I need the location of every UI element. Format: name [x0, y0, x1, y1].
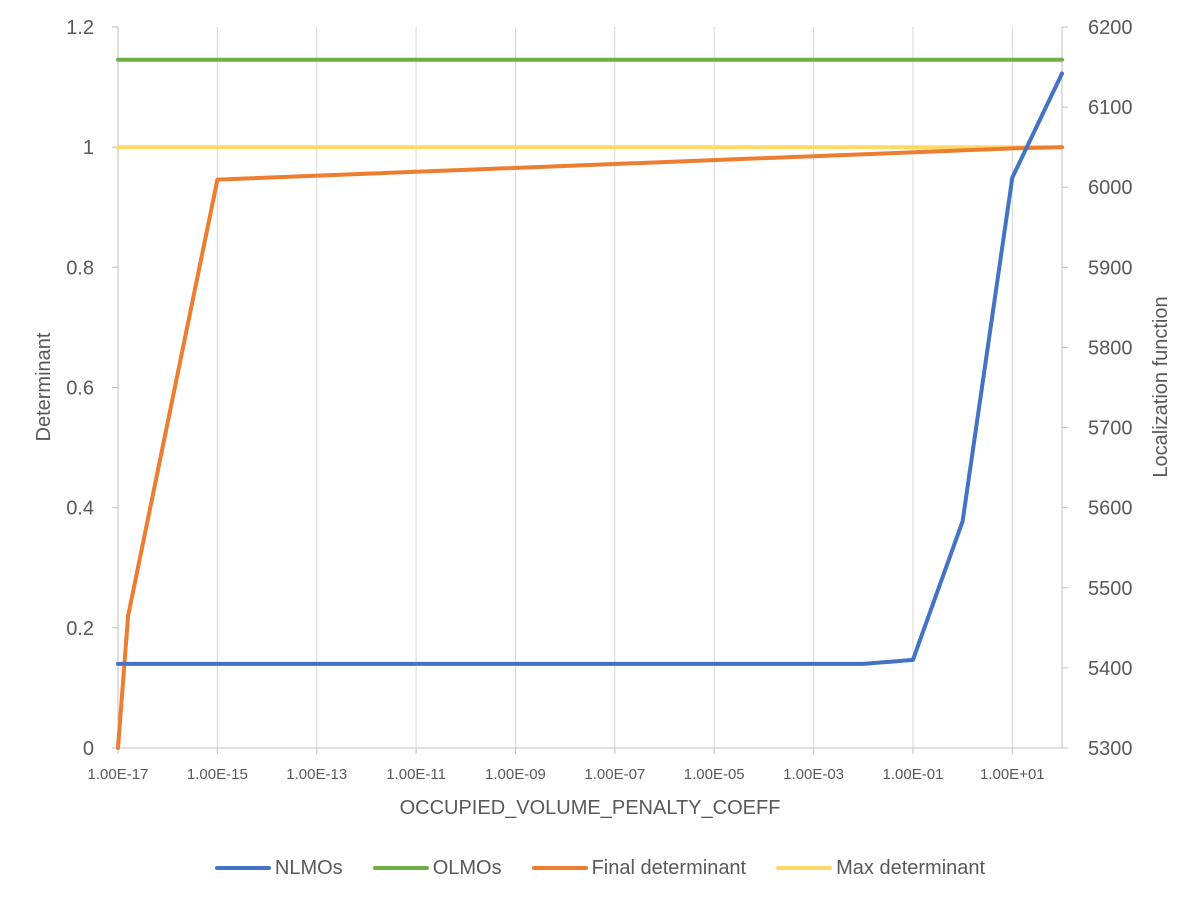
- legend-item-max-determinant: Max determinant: [776, 857, 985, 880]
- legend-label-max-determinant: Max determinant: [836, 856, 986, 879]
- legend: NLMOs OLMOs Final determinant Max determina…: [0, 852, 1200, 884]
- x-tick-label-8: 1.00E-01: [883, 766, 944, 783]
- x-axis-ticks: 1.00E-17 1.00E-15 1.00E-13 1.00E-11 1.00E-09…: [88, 748, 1045, 783]
- right-tick-label-4: 5700: [1088, 418, 1133, 440]
- left-tick-label-2: 0.4: [66, 498, 94, 520]
- x-tick-label-5: 1.00E-07: [584, 766, 645, 783]
- chart: 0 0.2 0.4 0.6 0.8 1 1.2 5300 5400 5500 5600 5700 58…: [33, 17, 1172, 819]
- left-tick-label-6: 1.2: [66, 17, 94, 39]
- left-tick-label-4: 0.8: [66, 257, 94, 279]
- x-tick-label-4: 1.00E-09: [485, 766, 546, 783]
- legend-swatch-nlmos: [214, 866, 271, 870]
- left-axis-label: Determinant: [33, 332, 55, 441]
- right-axis-label: Localization function: [1150, 296, 1172, 477]
- legend-item-nlmos: NLMOs: [214, 856, 343, 880]
- right-tick-label-8: 6100: [1088, 97, 1133, 119]
- right-tick-label-9: 6200: [1088, 17, 1133, 39]
- left-tick-label-0: 0: [83, 738, 94, 760]
- right-tick-label-7: 6000: [1088, 177, 1133, 199]
- x-tick-label-6: 1.00E-05: [684, 766, 745, 783]
- series-lines: [116, 57, 1064, 750]
- left-tick-label-3: 0.6: [66, 378, 94, 400]
- legend-label-olmos: OLMOs: [432, 856, 502, 879]
- x-axis-label: OCCUPIED_VOLUME_PENALTY_COEFF: [400, 797, 781, 819]
- right-tick-label-3: 5600: [1088, 498, 1133, 520]
- legend-label-nlmos: NLMOs: [274, 856, 343, 879]
- right-tick-label-2: 5500: [1088, 578, 1133, 600]
- legend-swatch-max-determinant: [776, 866, 833, 870]
- legend-swatch-final-determinant: [531, 866, 588, 870]
- x-tick-label-3: 1.00E-11: [386, 766, 446, 783]
- right-tick-label-1: 5400: [1088, 658, 1133, 680]
- x-tick-label-0: 1.00E-17: [88, 766, 149, 783]
- legend-item-final-determinant: Final determinant: [531, 856, 747, 880]
- left-axis-ticks: 0 0.2 0.4 0.6 0.8 1 1.2: [66, 17, 118, 760]
- right-axis-ticks: 5300 5400 5500 5600 5700 5800 5900 6000 6100 6200: [1062, 17, 1133, 760]
- series-line-final-determinant: [116, 145, 1064, 750]
- right-tick-label-5: 5800: [1088, 337, 1133, 359]
- left-tick-label-1: 0.2: [66, 618, 94, 640]
- right-tick-label-6: 5900: [1088, 257, 1133, 279]
- series-line-nlmos: [116, 71, 1064, 666]
- x-tick-label-1: 1.00E-15: [187, 766, 248, 783]
- legend-item-olmos: OLMOs: [372, 856, 502, 880]
- right-tick-label-0: 5300: [1088, 738, 1133, 760]
- x-tick-label-7: 1.00E-03: [783, 766, 844, 783]
- legend-swatch-olmos: [372, 866, 429, 870]
- x-tick-label-2: 1.00E-13: [286, 766, 347, 783]
- x-tick-label-9: 1.00E+01: [980, 766, 1045, 783]
- legend-label-final-determinant: Final determinant: [591, 856, 747, 879]
- left-tick-label-5: 1: [83, 137, 94, 159]
